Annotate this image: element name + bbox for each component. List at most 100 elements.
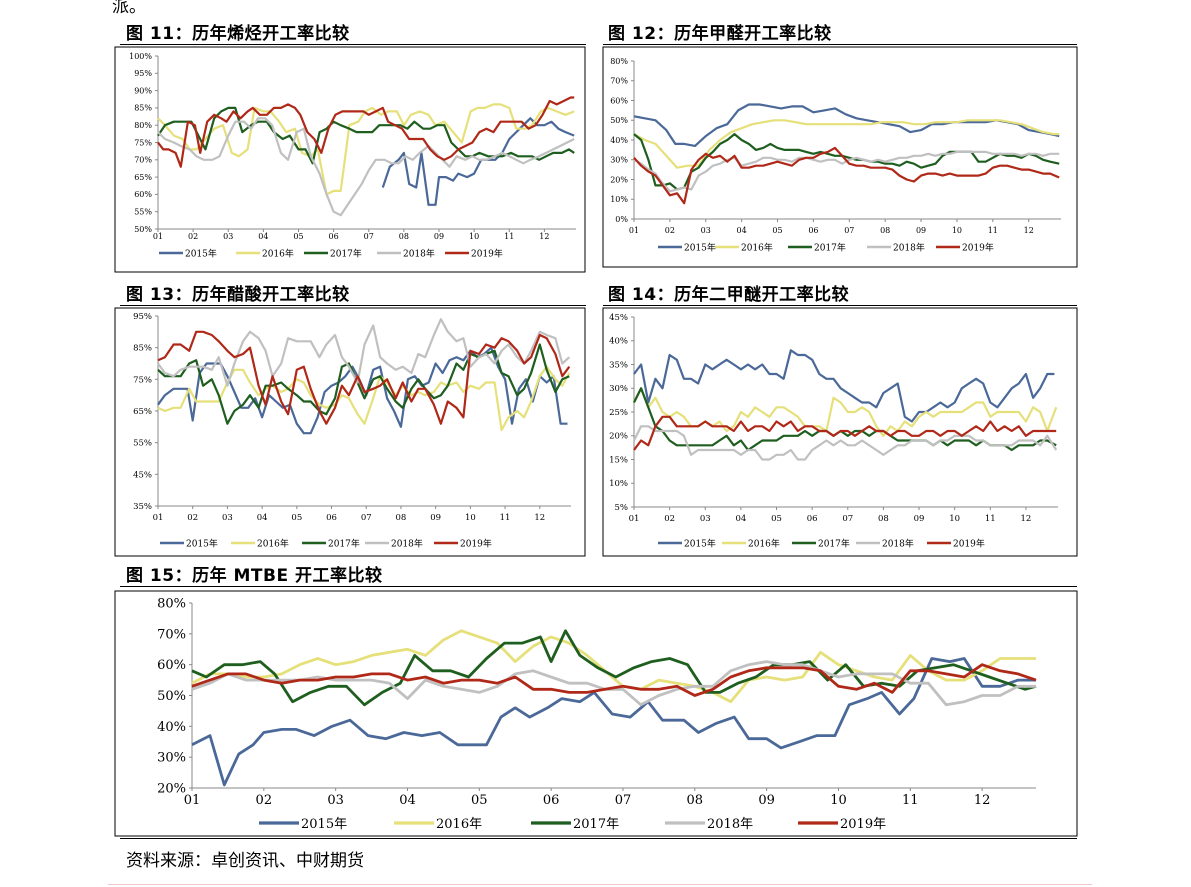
legend-label: 2019年 [471,247,503,259]
chart-frame [114,307,586,557]
x-tick-label: 02 [187,513,198,523]
top-text-fragment: 派。 [112,0,146,17]
x-tick-label: 05 [291,513,302,523]
y-tick-label: 10% [610,195,628,204]
series-line-2018年 [157,117,575,217]
x-tick-label: 04 [735,514,746,524]
x-tick-label: 01 [629,514,640,524]
legend-label: 2018年 [391,537,423,549]
x-tick-label: 08 [878,514,889,524]
figure-15-title: 图 15：历年 MTBE 开工率比较 [126,566,383,586]
x-tick-label: 07 [361,513,372,523]
y-tick-label: 40% [610,136,628,145]
y-tick-label: 100% [129,52,152,61]
x-tick-label: 08 [396,513,407,523]
x-tick-label: 10 [949,514,960,524]
figure-14-chart: 5% 10% 15% 20% 25% 30% 35% 40% 45% 01 02 03 04 05 06 07… [602,307,1078,557]
legend-label: 2017年 [573,817,619,832]
x-tick-label: 02 [665,226,675,235]
legend-label: 2016年 [262,247,294,259]
y-tick-label: 40% [609,337,628,347]
x-tick-label: 05 [471,793,488,808]
x-tick-label: 06 [543,793,560,808]
series-line-2017年 [633,387,1057,452]
series-line-2019年 [633,146,1060,205]
x-tick-label: 01 [153,513,164,523]
legend-label: 2018年 [707,817,753,832]
x-tick-label: 03 [700,514,711,524]
y-tick-label: 95% [134,69,152,78]
y-tick-label: 30% [610,156,628,165]
y-tick-label: 70% [157,627,186,642]
series-line-2018年 [633,150,1060,193]
legend-label: 2019年 [953,537,985,549]
legend-label: 2015年 [185,247,217,259]
x-tick-label: 03 [327,793,344,808]
x-tick-label: 05 [772,226,782,235]
y-tick-label: 80% [610,57,628,66]
legend-label: 2019年 [460,537,492,549]
legend-label: 2019年 [840,817,886,832]
series-line-2018年 [157,318,571,387]
figure-13-title: 图 13：历年醋酸开工率比较 [126,285,350,305]
x-tick-label: 06 [807,514,818,524]
y-tick-label: 20% [157,782,186,797]
y-tick-label: 70% [134,156,152,165]
x-tick-label: 07 [842,514,853,524]
series-line-2017年 [157,106,575,165]
chart-frame [114,46,586,273]
x-tick-label: 04 [258,232,268,241]
figure-15-chart: 20% 30% 40% 50% 60% 70% 80% 01 02 03 04 05 06 07 08 09 1… [114,590,1078,837]
y-tick-label: 85% [134,104,152,113]
series-line-2018年 [191,660,1036,707]
x-tick-label: 05 [771,514,782,524]
x-tick-label: 06 [326,513,337,523]
y-tick-label: 80% [157,597,186,612]
x-tick-label: 07 [364,232,374,241]
x-tick-label: 08 [687,793,704,808]
x-tick-label: 09 [914,514,925,524]
y-tick-label: 60% [134,190,152,199]
figure-12-title: 图 12：历年甲醛开工率比较 [608,24,832,44]
y-tick-label: 45% [609,313,628,323]
title-rule [120,305,586,306]
y-tick-label: 75% [133,375,152,385]
x-tick-label: 12 [539,232,549,241]
y-tick-label: 50% [610,116,628,125]
chart-frame [602,307,1078,557]
series-line-2017年 [157,343,570,425]
x-tick-label: 09 [916,226,926,235]
legend-label: 2017年 [818,537,850,549]
x-tick-label: 10 [952,226,962,235]
series-line-2015年 [633,349,1055,423]
y-tick-label: 50% [157,689,186,704]
series-line-2016年 [633,387,1058,437]
y-tick-label: 20% [610,175,628,184]
series-line-2015年 [381,117,575,206]
y-tick-label: 30% [609,384,628,394]
legend-label: 2016年 [741,241,773,253]
y-tick-label: 5% [615,503,629,513]
y-tick-label: 50% [134,225,152,234]
x-tick-label: 08 [399,232,409,241]
figure-12-chart: 0% 10% 20% 30% 40% 50% 60% 70% 80% 01 02 03 04 05 06 07… [602,46,1078,268]
legend-label: 2017年 [330,247,362,259]
x-tick-label: 01 [153,232,163,241]
x-tick-label: 01 [629,226,639,235]
x-tick-label: 12 [974,793,991,808]
x-tick-label: 08 [880,226,890,235]
figure-11-chart: 50% 55% 60% 65% 70% 75% 80% 85% 90% 95% 100% 01 02 03… [114,46,586,273]
x-tick-label: 02 [664,514,675,524]
x-tick-label: 07 [615,793,632,808]
series-line-2018年 [633,425,1058,461]
source-note: 资料来源：卓创资讯、中财期货 [126,851,364,871]
chart-frame [602,46,1078,268]
y-tick-label: 10% [609,479,628,489]
legend-label: 2018年 [403,247,435,259]
figure-14-title: 图 14：历年二甲醚开工率比较 [608,285,850,305]
x-tick-label: 09 [758,793,775,808]
legend-label: 2016年 [436,817,482,832]
figure-13-chart: 35% 45% 55% 65% 75% 85% 95% 01 02 03 04 05 06 07 08 09 1… [114,307,586,557]
x-tick-label: 05 [293,232,303,241]
